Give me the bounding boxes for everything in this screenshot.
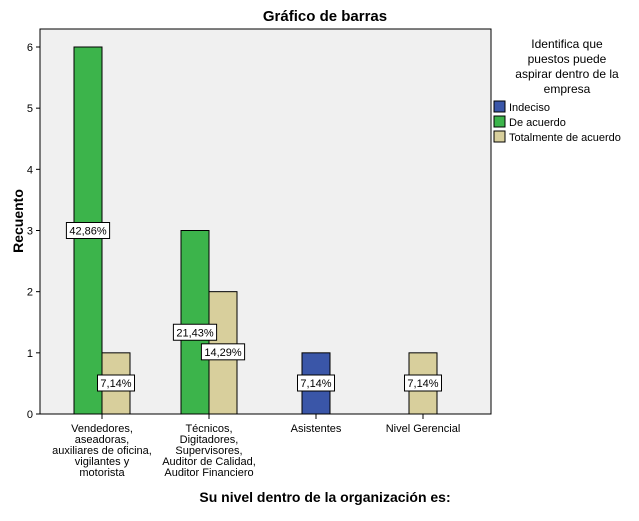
data-label-box: [97, 374, 135, 392]
plot-area: [39, 28, 492, 415]
legend-title: puestos puede: [528, 52, 607, 66]
data-label: 42,86%: [69, 226, 107, 238]
y-tick-label: 4: [27, 164, 33, 176]
y-tick-label: 2: [27, 287, 33, 299]
x-tick-label: Vendedores,: [71, 423, 133, 435]
data-label: 14,29%: [204, 347, 242, 359]
bar: [180, 230, 210, 415]
data-label-box: [297, 374, 335, 392]
x-tick-label: aseadoras,: [75, 434, 129, 446]
legend-label: Indeciso: [509, 102, 550, 114]
x-tick-label: motorista: [79, 467, 125, 479]
chart-title: Gráfico de barras: [263, 8, 387, 25]
data-label-box: [65, 222, 111, 239]
legend-label: De acuerdo: [509, 117, 566, 129]
x-tick-label: Auditor de Calidad,: [162, 456, 256, 468]
data-label: 7,14%: [300, 378, 331, 390]
y-tick-label: 0: [27, 409, 33, 421]
x-axis: Vendedores,aseadoras,auxiliares de ofici…: [52, 414, 460, 479]
x-tick-label: Asistentes: [291, 423, 342, 435]
data-label-box: [172, 323, 218, 341]
data-label: 21,43%: [176, 327, 214, 339]
x-tick-label: auxiliares de oficina,: [52, 445, 152, 457]
x-tick-label: Técnicos,: [185, 423, 232, 435]
data-label: 7,14%: [100, 378, 131, 390]
x-tick-label: Supervisores,: [175, 445, 242, 457]
x-tick-label: Digitadores,: [180, 434, 239, 446]
data-label-box: [200, 343, 246, 361]
data-label-box: [404, 374, 442, 392]
legend-swatch: [493, 115, 506, 128]
legend-label: Totalmente de acuerdo: [509, 132, 621, 144]
x-tick-label: Auditor Financiero: [164, 467, 253, 479]
x-axis-title: Su nivel dentro de la organización es:: [199, 489, 450, 505]
x-tick-label: vigilantes y: [75, 456, 130, 468]
y-tick-label: 1: [27, 348, 33, 360]
legend-swatch: [493, 130, 506, 143]
y-axis-title: Recuento: [10, 189, 26, 253]
legend-title: aspirar dentro de la: [515, 67, 619, 81]
data-label: 7,14%: [407, 378, 438, 390]
data-label-group: 42,86% 7,14% 21,43% 14,29% 7,14% 7,14%: [65, 222, 442, 392]
x-tick-label: Nivel Gerencial: [386, 423, 461, 435]
y-tick-label: 3: [27, 226, 33, 238]
y-axis: 0 1 2 3 4 5 6: [27, 42, 40, 421]
y-tick-label: 5: [27, 103, 33, 115]
legend-title: Identifica que: [531, 37, 603, 51]
legend-title: empresa: [544, 82, 591, 96]
y-tick-label: 6: [27, 42, 33, 54]
legend-swatch: [493, 100, 506, 113]
